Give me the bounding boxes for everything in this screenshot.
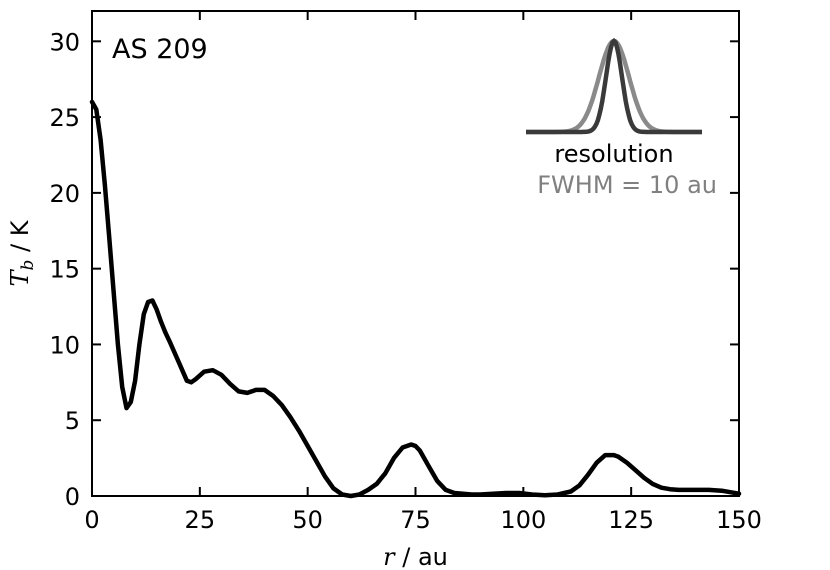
y-tick-label: 15 xyxy=(49,256,80,284)
resolution-beam-narrow xyxy=(526,37,702,135)
y-tick-label: 20 xyxy=(49,180,80,208)
resolution-label: resolution xyxy=(554,140,673,168)
resolution-beam-wide xyxy=(526,38,702,135)
y-axis-unit: / K xyxy=(6,219,34,259)
y-axis-variable: T xyxy=(6,269,34,287)
y-axis-subscript: b xyxy=(18,260,38,271)
x-axis-label: r / au xyxy=(383,543,448,570)
axes: 0 25 50 75 100 125 150 0 5 10 15 20 25 30 xyxy=(49,10,762,534)
x-tick-label: 75 xyxy=(400,506,431,534)
x-tick-label: 150 xyxy=(716,506,762,534)
y-tick-label: 5 xyxy=(65,407,80,435)
x-tick-label: 25 xyxy=(185,506,216,534)
plot-frame xyxy=(91,10,740,497)
x-axis-variable: r xyxy=(383,543,396,570)
x-tick-label: 100 xyxy=(500,506,546,534)
x-tick-label: 125 xyxy=(608,506,654,534)
source-name-label: AS 209 xyxy=(112,34,208,65)
x-axis-unit: / au xyxy=(395,543,448,570)
resolution-inset: resolution FWHM = 10 au xyxy=(526,37,717,199)
y-tick-label: 25 xyxy=(49,104,80,132)
fwhm-label: FWHM = 10 au xyxy=(537,171,717,199)
x-tick-label: 50 xyxy=(292,506,323,534)
y-tick-label: 0 xyxy=(65,483,80,511)
y-axis-label: Tb / K xyxy=(6,219,38,286)
x-tick-label: 0 xyxy=(84,506,99,534)
y-tick-label: 30 xyxy=(49,28,80,56)
y-tick-label: 10 xyxy=(49,331,80,359)
